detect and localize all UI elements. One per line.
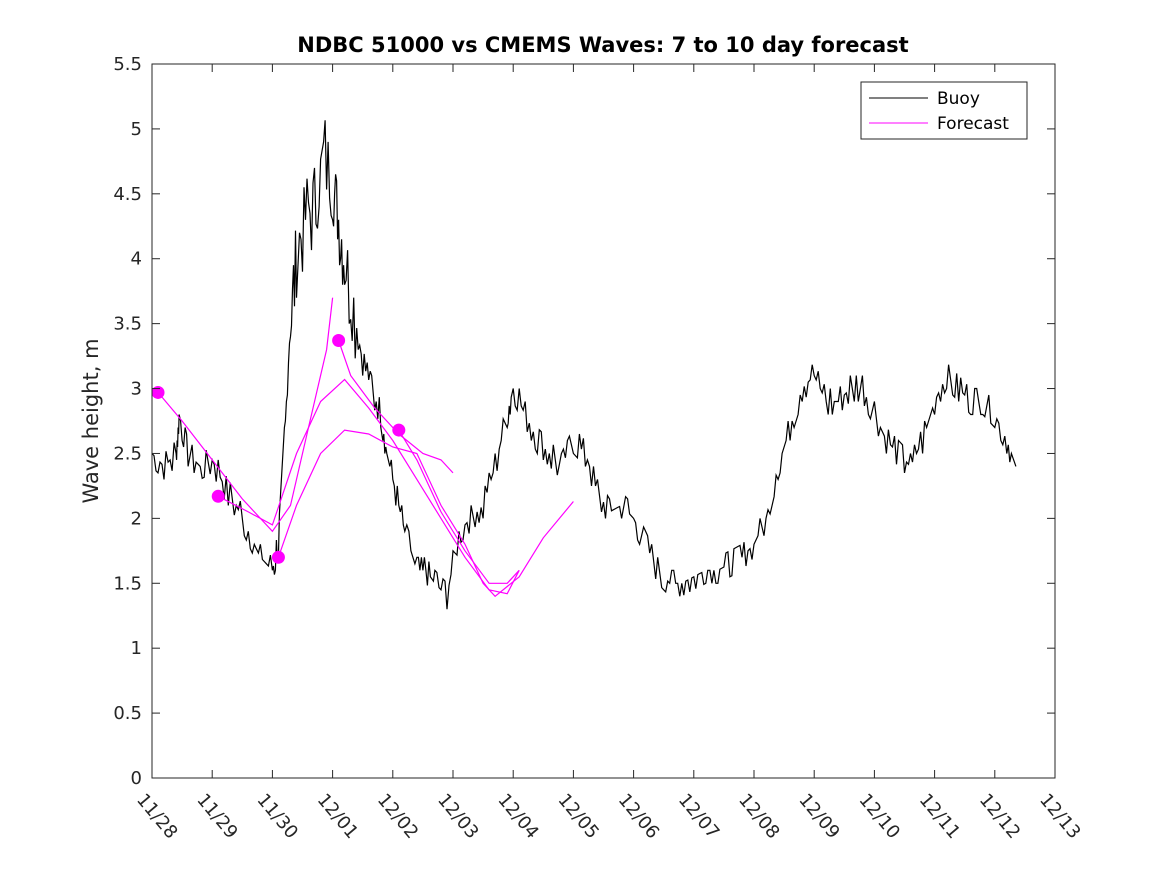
x-tick-label: 12/07	[674, 790, 723, 843]
y-tick-label: 4.5	[113, 184, 142, 205]
x-tick-label: 12/13	[1035, 790, 1084, 843]
legend-label-buoy: Buoy	[937, 89, 980, 109]
forecast-series-line-1	[157, 297, 334, 533]
chart-title: NDBC 51000 vs CMEMS Waves: 7 to 10 day f…	[297, 33, 908, 57]
legend: Buoy Forecast	[860, 81, 1028, 140]
x-tick-label: 12/01	[313, 790, 362, 843]
legend-box	[860, 81, 1028, 140]
x-tick-label: 12/04	[493, 790, 542, 843]
y-tick-label: 2	[131, 508, 142, 529]
x-tick-label: 11/29	[192, 790, 241, 843]
x-tick-label: 12/09	[794, 790, 843, 843]
forecast-series-line-5	[398, 429, 520, 584]
plot-frame	[151, 63, 1056, 779]
y-tick-label: 3	[131, 379, 142, 400]
y-tick-label: 2.5	[113, 443, 142, 464]
forecast-start-marker	[211, 489, 225, 503]
x-tick-label: 12/03	[433, 790, 482, 843]
y-axis-label: Wave height, m	[79, 338, 103, 503]
marker-layer	[151, 334, 406, 564]
y-tick-label: 1.5	[113, 573, 142, 594]
x-tick-label: 12/06	[614, 790, 663, 843]
x-tick-label: 12/12	[975, 790, 1024, 843]
legend-label-forecast: Forecast	[937, 114, 1009, 134]
forecast-series-line-2	[217, 378, 520, 595]
y-tick-label: 0	[131, 768, 142, 789]
x-tick-label: 12/11	[915, 790, 964, 843]
y-tick-label: 0.5	[113, 703, 142, 724]
forecast-start-marker	[332, 334, 346, 348]
x-tick-label: 12/10	[855, 790, 904, 843]
forecast-start-marker	[392, 423, 406, 437]
y-tick-label: 3.5	[113, 314, 142, 335]
plot-area	[152, 64, 1055, 778]
y-tick-label: 5.5	[113, 54, 142, 75]
buoy-series-line	[151, 120, 1017, 610]
x-tick-label: 12/08	[734, 790, 783, 843]
x-tick-label: 11/30	[253, 790, 302, 843]
y-tick-label: 1	[131, 638, 142, 659]
forecast-series-line-3	[277, 429, 574, 598]
y-tick-label: 5	[131, 119, 142, 140]
x-tick-label: 11/28	[132, 790, 181, 843]
forecast-start-marker	[151, 385, 165, 399]
y-tick-label: 4	[131, 249, 142, 270]
y-axis: 0 0.5 1 1.5 2 2.5 3 3.5 4 4.5 5 5.5	[113, 54, 1055, 789]
x-tick-label: 12/02	[373, 790, 422, 843]
forecast-start-marker	[271, 550, 285, 564]
x-tick-label: 12/05	[554, 790, 603, 843]
